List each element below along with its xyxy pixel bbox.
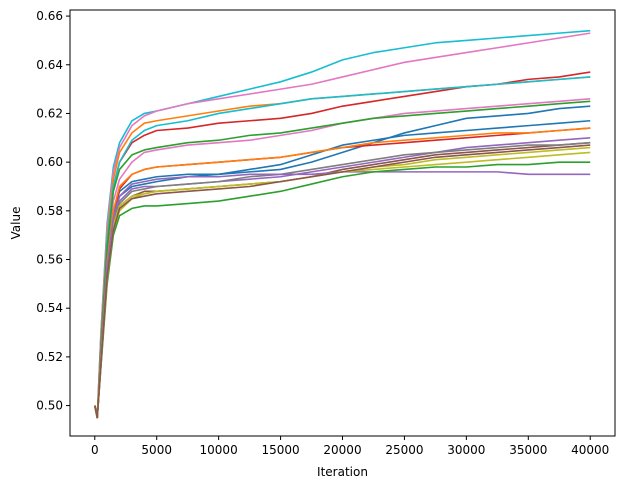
series-line-19 (93, 144, 591, 419)
x-tick-label: 40000 (571, 443, 609, 457)
y-tick-label: 0.58 (36, 204, 63, 218)
x-tick-label: 30000 (447, 443, 485, 457)
x-tick-label: 35000 (509, 443, 547, 457)
y-tick-label: 0.60 (36, 155, 63, 169)
y-tick-label: 0.66 (36, 9, 63, 23)
x-tick-label: 20000 (323, 443, 361, 457)
y-tick-label: 0.54 (36, 301, 63, 315)
y-tick-label: 0.64 (36, 58, 63, 72)
series-line-6 (93, 98, 591, 419)
x-axis-ticks: 0 5000 10000 15000 20000 25000 30000 35000 40000 (91, 436, 609, 457)
x-tick-label: 0 (91, 443, 99, 457)
series-line-7 (93, 100, 591, 419)
y-tick-label: 0.56 (36, 253, 63, 267)
x-tick-label: 15000 (261, 443, 299, 457)
y-tick-label: 0.62 (36, 106, 63, 120)
x-tick-label: 10000 (200, 443, 238, 457)
series-layer (93, 29, 591, 419)
series-line-11 (93, 127, 591, 419)
series-line-2 (93, 32, 591, 419)
y-axis-label: Value (9, 207, 23, 240)
x-tick-label: 25000 (385, 443, 423, 457)
series-line-16 (93, 171, 591, 419)
x-axis-label: Iteration (317, 465, 368, 479)
y-tick-label: 0.52 (36, 350, 63, 364)
x-tick-label: 5000 (141, 443, 172, 457)
y-tick-label: 0.50 (36, 399, 63, 413)
y-axis-ticks: 0.50 0.52 0.54 0.56 0.58 0.60 0.62 0.64 0.66 (36, 9, 70, 413)
